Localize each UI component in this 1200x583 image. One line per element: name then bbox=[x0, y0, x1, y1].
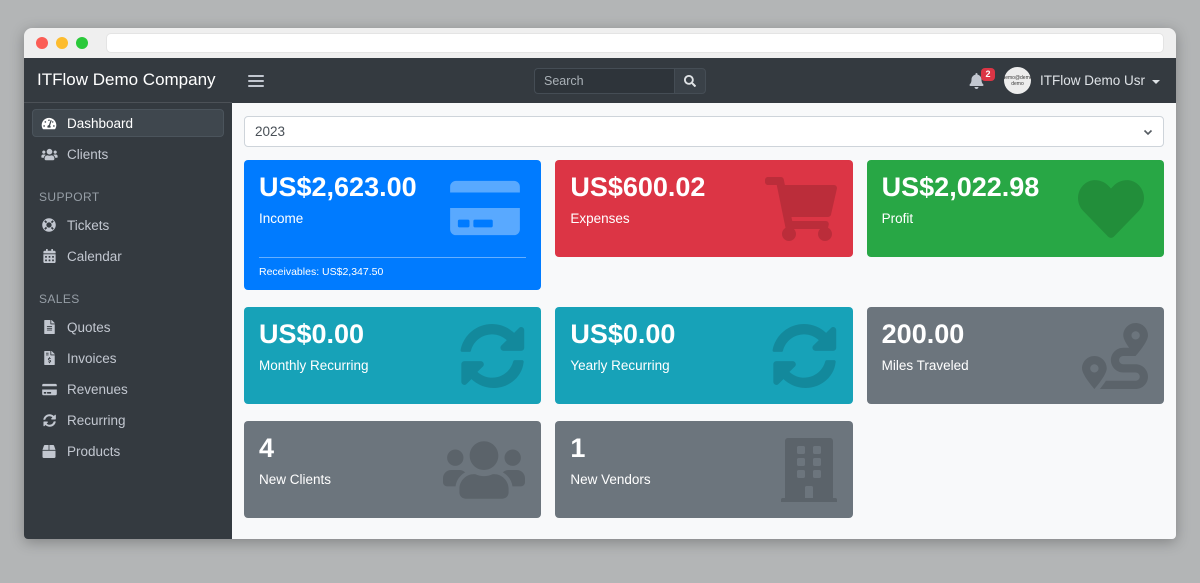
stat-label: New Clients bbox=[259, 472, 332, 488]
calendar-icon bbox=[40, 249, 58, 263]
menu-toggle-button[interactable] bbox=[248, 72, 264, 90]
browser-titlebar bbox=[24, 28, 1176, 58]
stat-value: 1 bbox=[570, 433, 586, 463]
stat-label: Yearly Recurring bbox=[570, 358, 670, 374]
stat-value: US$2,022.98 bbox=[881, 172, 1040, 202]
navbar-right: 2 demo@demo demo ITFlow Demo Usr bbox=[969, 67, 1160, 94]
credit-card-icon bbox=[40, 383, 58, 396]
credit-card-icon bbox=[445, 177, 525, 239]
caret-down-icon bbox=[1152, 79, 1160, 84]
brand-title[interactable]: ITFlow Demo Company bbox=[24, 58, 232, 103]
stat-card-expenses[interactable]: US$600.02 Expenses bbox=[555, 160, 853, 257]
stat-card-income[interactable]: US$2,623.00 Income Receivables: US$2,347… bbox=[244, 160, 542, 290]
tachometer-icon bbox=[40, 117, 58, 130]
browser-window: ITFlow Demo Company Dashboard Clients SU… bbox=[24, 28, 1176, 539]
sidebar-item-label: Products bbox=[67, 443, 121, 459]
stat-card-yearly-recurring[interactable]: US$0.00 Yearly Recurring bbox=[555, 307, 853, 404]
zoom-button[interactable] bbox=[76, 37, 88, 49]
user-menu[interactable]: ITFlow Demo Usr bbox=[1040, 73, 1160, 88]
year-filter: 2023 bbox=[244, 116, 1164, 147]
sidebar-item-label: Clients bbox=[67, 146, 109, 162]
stat-label: New Vendors bbox=[570, 472, 651, 488]
search-icon bbox=[684, 74, 696, 87]
main-area: 2 demo@demo demo ITFlow Demo Usr 2023 bbox=[232, 58, 1176, 539]
sidebar-item-clients[interactable]: Clients bbox=[32, 140, 224, 168]
search-input[interactable] bbox=[534, 67, 674, 94]
sidebar-item-label: Quotes bbox=[67, 319, 111, 335]
stat-card-miles-traveled[interactable]: 200.00 Miles Traveled bbox=[866, 307, 1164, 404]
sidebar-section-support: SUPPORT bbox=[39, 190, 100, 204]
sidebar-item-dashboard[interactable]: Dashboard bbox=[32, 109, 224, 137]
stat-label: Miles Traveled bbox=[881, 358, 969, 374]
top-navbar: 2 demo@demo demo ITFlow Demo Usr bbox=[232, 58, 1176, 103]
year-select[interactable]: 2023 bbox=[244, 116, 1164, 147]
window-controls bbox=[36, 37, 88, 49]
stat-label: Income bbox=[259, 211, 304, 227]
stat-card-profit[interactable]: US$2,022.98 Profit bbox=[866, 160, 1164, 257]
building-icon bbox=[780, 437, 837, 502]
close-button[interactable] bbox=[36, 37, 48, 49]
heart-icon bbox=[1074, 176, 1148, 242]
sidebar: ITFlow Demo Company Dashboard Clients SU… bbox=[24, 58, 232, 539]
sidebar-item-label: Calendar bbox=[67, 248, 122, 264]
file-icon bbox=[40, 320, 58, 334]
sidebar-nav: Dashboard Clients SUPPORT Tickets bbox=[24, 103, 232, 474]
search-form bbox=[534, 67, 706, 94]
avatar[interactable]: demo@demo demo bbox=[1003, 67, 1031, 94]
stat-label: Profit bbox=[881, 211, 914, 227]
hamburger-icon bbox=[248, 74, 264, 77]
user-name: ITFlow Demo Usr bbox=[1039, 73, 1145, 88]
stat-value: US$2,623.00 bbox=[259, 172, 417, 202]
stat-cards-grid: US$2,623.00 Income Receivables: US$2,347… bbox=[244, 160, 1164, 518]
users-icon bbox=[443, 437, 526, 503]
stat-value: 200.00 bbox=[881, 319, 965, 349]
route-icon bbox=[1082, 322, 1148, 389]
notification-badge: 2 bbox=[980, 67, 995, 81]
bell-icon bbox=[969, 72, 984, 89]
sidebar-item-revenues[interactable]: Revenues bbox=[32, 375, 224, 403]
users-icon bbox=[40, 148, 58, 161]
shopping-cart-icon bbox=[764, 176, 837, 241]
sidebar-item-recurring[interactable]: Recurring bbox=[32, 406, 224, 434]
app-root: ITFlow Demo Company Dashboard Clients SU… bbox=[24, 58, 1176, 539]
stat-value: US$0.00 bbox=[570, 319, 676, 349]
search-submit-button[interactable] bbox=[674, 67, 706, 94]
file-invoice-dollar-icon bbox=[40, 351, 58, 365]
address-bar[interactable] bbox=[106, 33, 1164, 53]
sidebar-item-label: Invoices bbox=[67, 350, 117, 366]
sidebar-item-tickets[interactable]: Tickets bbox=[32, 211, 224, 239]
notifications-button[interactable]: 2 bbox=[969, 67, 995, 89]
sidebar-item-label: Dashboard bbox=[67, 115, 134, 131]
sidebar-item-products[interactable]: Products bbox=[32, 437, 224, 465]
sync-icon bbox=[771, 323, 837, 389]
life-ring-icon bbox=[40, 218, 58, 232]
sidebar-item-quotes[interactable]: Quotes bbox=[32, 313, 224, 341]
minimize-button[interactable] bbox=[56, 37, 68, 49]
sidebar-section-sales: SALES bbox=[39, 292, 80, 306]
stat-value: 4 bbox=[259, 433, 275, 463]
stat-card-monthly-recurring[interactable]: US$0.00 Monthly Recurring bbox=[244, 307, 542, 404]
sync-icon bbox=[40, 413, 58, 427]
sidebar-item-label: Recurring bbox=[67, 412, 126, 428]
sidebar-item-invoices[interactable]: Invoices bbox=[32, 344, 224, 372]
sidebar-item-label: Tickets bbox=[67, 217, 110, 233]
sidebar-item-label: Revenues bbox=[67, 381, 128, 397]
stat-label: Expenses bbox=[570, 211, 630, 227]
stat-card-new-clients[interactable]: 4 New Clients bbox=[244, 421, 542, 518]
stat-card-new-vendors[interactable]: 1 New Vendors bbox=[555, 421, 853, 518]
sidebar-item-calendar[interactable]: Calendar bbox=[32, 242, 224, 270]
dashboard-content: 2023 US$2,623.00 Income Receivables bbox=[232, 103, 1176, 539]
stat-value: US$0.00 bbox=[259, 319, 365, 349]
stat-label: Monthly Recurring bbox=[259, 358, 369, 374]
stat-value: US$600.02 bbox=[570, 172, 706, 202]
box-icon bbox=[40, 444, 58, 458]
stat-footer: Receivables: US$2,347.50 bbox=[259, 257, 527, 278]
sync-icon bbox=[459, 323, 525, 389]
